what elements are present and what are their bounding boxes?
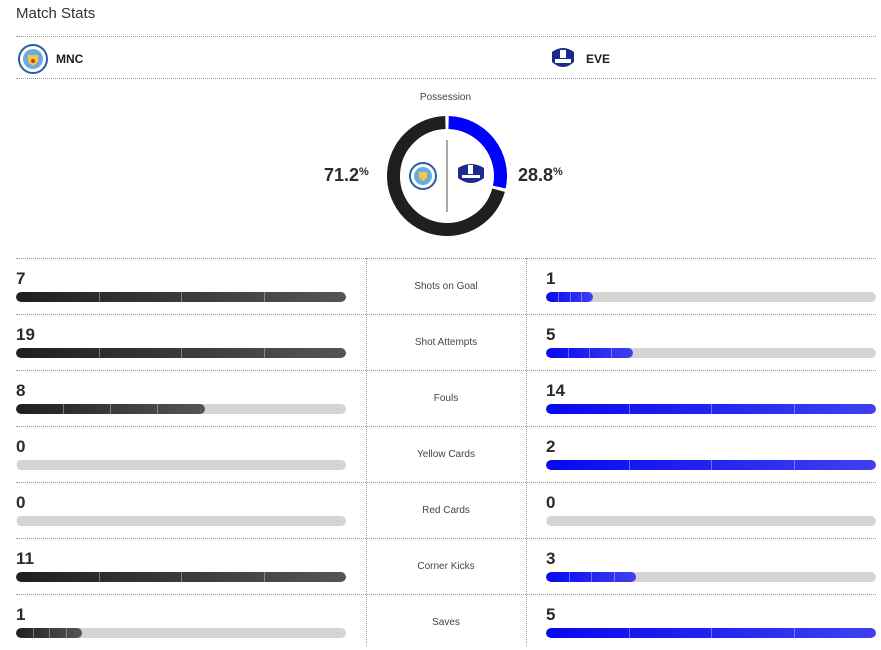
stat-row: 8 Fouls 14 [16, 370, 876, 426]
home-stat-fill [16, 348, 346, 358]
everton-crest-icon [552, 48, 574, 67]
home-stat-fill [16, 628, 82, 638]
divider [526, 258, 527, 646]
home-stat-bar [16, 404, 346, 414]
percent-sign: % [553, 166, 563, 178]
stat-row: 1 Saves 5 [16, 594, 876, 650]
away-team: EVE [548, 44, 610, 74]
away-stat-fill [546, 348, 633, 358]
stat-row: 0 Red Cards 0 [16, 482, 876, 538]
stat-label: Saves [432, 617, 460, 628]
stats-table: 7 Shots on Goal 1 19 Shot Attempts 5 8 F… [16, 258, 876, 650]
away-stat-value: 2 [546, 437, 556, 456]
home-stat-fill [16, 404, 205, 414]
away-stat-fill [546, 460, 876, 470]
home-stat-value: 8 [16, 381, 26, 400]
away-stat-bar [546, 460, 876, 470]
stat-row: 11 Corner Kicks 3 [16, 538, 876, 594]
divider [16, 78, 876, 79]
home-stat-bar [16, 292, 346, 302]
divider [366, 258, 367, 646]
stat-row: 19 Shot Attempts 5 [16, 314, 876, 370]
home-possession: 71.2% [324, 165, 369, 186]
man-city-crest-icon [18, 44, 48, 74]
home-possession-value: 71.2 [324, 165, 360, 185]
away-stat-value: 0 [546, 493, 556, 512]
away-stat-value: 5 [546, 605, 556, 624]
away-stat-value: 14 [546, 381, 565, 400]
possession-label: Possession [419, 92, 472, 103]
home-abbr: MNC [56, 52, 84, 66]
away-stat-bar [546, 404, 876, 414]
home-stat-fill [16, 572, 346, 582]
everton-crest-icon [458, 164, 484, 183]
away-stat-fill [546, 572, 636, 582]
home-stat-bar [16, 460, 346, 470]
stat-label: Shot Attempts [414, 337, 478, 348]
away-stat-fill [546, 292, 594, 302]
stat-row: 0 Yellow Cards 2 [16, 426, 876, 482]
man-city-crest-icon [409, 162, 437, 190]
home-stat-fill [16, 292, 346, 302]
home-possession-arc [387, 116, 505, 236]
home-stat-value: 7 [16, 269, 26, 288]
home-stat-value: 0 [16, 437, 26, 456]
away-possession-arc [448, 116, 507, 189]
stat-label: Corner Kicks [417, 561, 475, 572]
home-stat-value: 0 [16, 493, 26, 512]
stat-row: 7 Shots on Goal 1 [16, 258, 876, 314]
home-stat-bar [16, 516, 346, 526]
away-stat-bar [546, 628, 876, 638]
away-stat-bar [546, 516, 876, 526]
home-stat-bar [16, 572, 346, 582]
section-title: Match Stats [16, 5, 96, 22]
away-stat-value: 3 [546, 549, 556, 568]
home-stat-bar [16, 628, 346, 638]
away-abbr: EVE [586, 52, 611, 66]
home-stat-value: 11 [16, 549, 34, 568]
away-possession-value: 28.8 [518, 165, 554, 185]
stat-label: Fouls [433, 393, 459, 404]
possession-donut [387, 116, 507, 236]
home-team: MNC [18, 44, 83, 74]
away-stat-bar [546, 572, 876, 582]
stat-label: Red Cards [422, 505, 470, 516]
percent-sign: % [359, 166, 369, 178]
away-stat-bar [546, 292, 876, 302]
divider [16, 36, 876, 37]
home-stat-value: 1 [16, 605, 26, 624]
stat-label: Yellow Cards [417, 449, 475, 460]
away-stat-bar [546, 348, 876, 358]
away-stat-fill [546, 628, 876, 638]
away-stat-fill [546, 404, 876, 414]
away-possession: 28.8% [518, 165, 563, 186]
home-stat-bar [16, 348, 346, 358]
home-stat-value: 19 [16, 325, 35, 344]
away-stat-value: 1 [546, 269, 556, 288]
away-stat-value: 5 [546, 325, 556, 344]
stat-label: Shots on Goal [414, 281, 478, 292]
